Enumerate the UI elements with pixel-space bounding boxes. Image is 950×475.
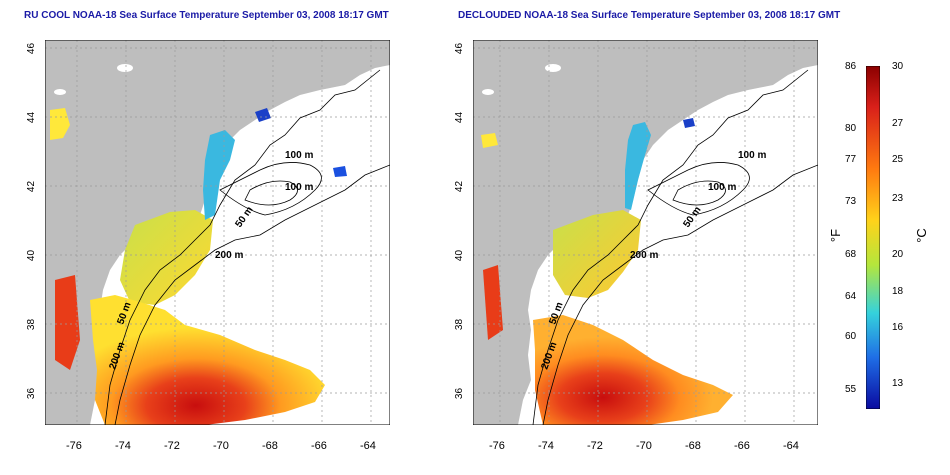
- lat-tick: 46: [454, 42, 466, 55]
- fahrenheit-unit-label: °F: [828, 228, 844, 243]
- lat-tick: 44: [26, 111, 38, 124]
- sst-warm-water: [90, 295, 325, 425]
- left-graticule: [45, 40, 390, 425]
- lon-tick: -76: [66, 440, 82, 452]
- lat-tick: 38: [454, 318, 466, 331]
- sst-warm-water: [533, 315, 733, 425]
- lat-tick: 42: [454, 180, 466, 193]
- lat-tick: 36: [454, 387, 466, 400]
- celsius-tick: 13: [892, 378, 904, 389]
- contour-label: 100 m: [708, 182, 736, 193]
- lat-tick: 38: [26, 318, 38, 331]
- celsius-tick: 23: [892, 193, 904, 204]
- lon-tick: -68: [262, 440, 278, 452]
- lon-tick: -64: [783, 440, 799, 452]
- lon-tick: -66: [734, 440, 750, 452]
- right-isobaths: [532, 69, 818, 425]
- lon-tick: -72: [587, 440, 603, 452]
- celsius-tick: 18: [892, 286, 904, 297]
- contour-label: 100 m: [738, 150, 766, 161]
- celsius-tick: 25: [892, 154, 904, 165]
- celsius-tick: 16: [892, 322, 904, 333]
- lon-tick: -70: [636, 440, 652, 452]
- lon-tick: -74: [538, 440, 554, 452]
- contour-label: 200 m: [630, 250, 658, 261]
- celsius-tick: 27: [892, 118, 904, 129]
- fahrenheit-tick: 77: [845, 154, 857, 165]
- sst-shelf-water: [553, 210, 641, 298]
- land-mass: [473, 40, 818, 425]
- land-mass: [45, 40, 390, 425]
- fahrenheit-tick: 80: [845, 123, 857, 134]
- lon-tick: -64: [360, 440, 376, 452]
- lon-tick: -72: [164, 440, 180, 452]
- lon-tick: -76: [489, 440, 505, 452]
- right-map: 100 m 100 m 50 m 200 m 50 m 200 m: [473, 40, 818, 425]
- left-map-title: RU COOL NOAA-18 Sea Surface Temperature …: [24, 10, 389, 21]
- contour-label: 100 m: [285, 182, 313, 193]
- fahrenheit-tick: 86: [845, 61, 857, 72]
- right-map-title: DECLOUDED NOAA-18 Sea Surface Temperatur…: [458, 10, 841, 21]
- fahrenheit-tick: 60: [845, 331, 857, 342]
- lat-tick: 36: [26, 387, 38, 400]
- contour-label: 100 m: [285, 150, 313, 161]
- celsius-unit-label: °C: [913, 228, 929, 243]
- lat-tick: 46: [26, 42, 38, 55]
- sst-cold-water: [203, 130, 235, 220]
- sst-shelf-water: [120, 210, 213, 305]
- lon-tick: -74: [115, 440, 131, 452]
- contour-label: 200 m: [215, 250, 243, 261]
- colorbar: [866, 66, 880, 409]
- right-graticule: [473, 40, 818, 425]
- left-isobaths: [104, 69, 390, 425]
- celsius-tick: 20: [892, 249, 904, 260]
- fahrenheit-tick: 73: [845, 196, 857, 207]
- lat-tick: 44: [454, 111, 466, 124]
- lon-tick: -66: [311, 440, 327, 452]
- celsius-tick: 30: [892, 61, 904, 72]
- lon-tick: -68: [685, 440, 701, 452]
- sst-cold-water: [625, 122, 651, 210]
- fahrenheit-tick: 64: [845, 291, 857, 302]
- lat-tick: 40: [26, 249, 38, 262]
- lat-tick: 42: [26, 180, 38, 193]
- lon-tick: -70: [213, 440, 229, 452]
- fahrenheit-tick: 68: [845, 249, 857, 260]
- lat-tick: 40: [454, 249, 466, 262]
- fahrenheit-tick: 55: [845, 384, 857, 395]
- left-map: 100 m 100 m 50 m 200 m 50 m 200 m: [45, 40, 390, 425]
